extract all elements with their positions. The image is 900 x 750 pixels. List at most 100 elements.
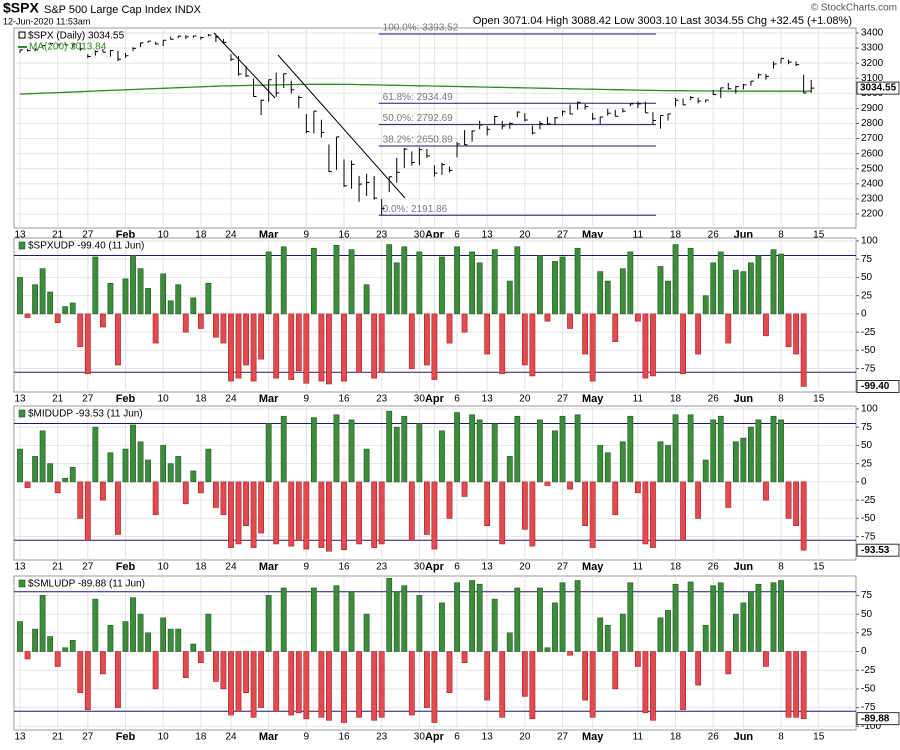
breadth-bar	[604, 452, 611, 483]
breadth-bar	[371, 313, 378, 379]
breadth-bar	[84, 651, 91, 711]
y-tick-label: 25	[861, 290, 873, 301]
breadth-bar	[115, 313, 121, 366]
y-tick-label: -75	[861, 702, 876, 713]
breadth-bar	[446, 651, 453, 693]
breadth-bar	[145, 288, 151, 315]
breadth-bar	[303, 313, 310, 384]
x-tick-label: 16	[338, 230, 350, 241]
breadth-bar	[295, 651, 302, 714]
price-bar	[102, 49, 106, 53]
breadth-bar	[205, 282, 212, 315]
y-tick-label: 2500	[861, 163, 884, 174]
breadth-bar	[280, 587, 287, 652]
breadth-bar	[604, 625, 611, 652]
breadth-bar	[521, 481, 528, 530]
breadth-bar	[190, 470, 197, 483]
breadth-bar	[288, 651, 295, 716]
breadth-bar	[521, 651, 528, 697]
x-tick-label: 26	[708, 394, 720, 405]
breadth-bar	[24, 651, 31, 660]
panel-title: $MIDUDP -93.53 (11 Jun)	[28, 409, 143, 420]
breadth-bar	[47, 291, 54, 315]
breadth-bar	[770, 415, 777, 483]
price-bar	[230, 54, 234, 62]
breadth-bar	[122, 448, 129, 483]
breadth-bar	[24, 313, 31, 318]
x-tick-label: 9	[304, 562, 310, 573]
x-tick-label: 8	[778, 562, 784, 573]
price-bar	[524, 113, 528, 122]
x-tick-label: Apr	[425, 561, 445, 573]
breadth-bar	[363, 448, 370, 483]
breadth-bar	[657, 617, 664, 652]
quote: Open 3071.04 High 3088.42 Low 3003.10 La…	[473, 15, 852, 27]
breadth-bar	[32, 284, 38, 315]
breadth-bar	[32, 628, 38, 652]
breadth-bar	[152, 313, 159, 344]
breadth-bar	[416, 595, 423, 652]
price-bar	[448, 166, 453, 173]
breadth-bar	[559, 415, 566, 483]
breadth-bar	[54, 313, 61, 323]
price-bar	[27, 48, 31, 52]
price-bar	[682, 98, 687, 106]
breadth-bar	[122, 278, 129, 315]
breadth-bar	[250, 481, 257, 548]
breadth-bar	[431, 313, 438, 380]
price-bar	[712, 90, 717, 96]
price-bar	[705, 99, 709, 103]
breadth-bar	[220, 481, 227, 516]
breadth-bar	[62, 647, 69, 652]
price-bar	[637, 101, 641, 108]
breadth-bar	[130, 424, 136, 483]
price-bar	[433, 165, 438, 177]
breadth-bar	[295, 313, 302, 372]
breadth-bar	[280, 246, 287, 315]
breadth-bar	[393, 591, 400, 652]
breadth-bar	[326, 313, 332, 385]
price-bar	[788, 59, 792, 65]
breadth-bar	[619, 268, 626, 315]
breadth-bar	[597, 617, 604, 652]
breadth-bar	[559, 256, 566, 315]
price-bar	[162, 39, 167, 46]
breadth-bar	[39, 430, 46, 483]
breadth-bar	[597, 271, 604, 315]
price-bar	[87, 54, 91, 59]
x-tick-label: 15	[813, 562, 825, 573]
breadth-bar	[680, 481, 686, 541]
x-tick-label: 26	[708, 562, 720, 573]
breadth-bar	[725, 313, 732, 344]
breadth-bar	[619, 613, 626, 652]
credit: © StockCharts.com	[811, 3, 897, 14]
x-tick-label: 15	[813, 394, 825, 405]
breadth-bar	[356, 651, 362, 718]
breadth-bar	[62, 306, 69, 315]
breadth-bar	[107, 625, 114, 652]
breadth-bar	[589, 651, 596, 718]
breadth-bar	[446, 481, 453, 519]
breadth-bar	[499, 313, 506, 375]
breadth-bar	[544, 481, 551, 486]
y-tick-label: 75	[861, 422, 873, 433]
x-tick-label: 11	[633, 230, 644, 241]
breadth-bar	[39, 268, 46, 315]
x-tick-label: 13	[14, 562, 26, 573]
x-tick-label: Jun	[734, 561, 754, 573]
breadth-bar	[657, 266, 664, 315]
price-bar	[569, 104, 574, 115]
legend-icon	[18, 579, 26, 588]
price-bar	[727, 83, 732, 90]
breadth-bar	[265, 423, 272, 483]
x-tick-label: 10	[158, 732, 170, 743]
price-bar	[426, 148, 430, 159]
x-tick-label: 30	[414, 732, 426, 743]
price-bar	[72, 43, 76, 48]
breadth-bar	[99, 481, 106, 501]
price-bar	[132, 47, 137, 52]
breadth-bar	[69, 467, 76, 483]
last-value: -93.53	[861, 545, 890, 556]
breadth-bar	[228, 313, 234, 382]
breadth-bar	[265, 251, 272, 315]
